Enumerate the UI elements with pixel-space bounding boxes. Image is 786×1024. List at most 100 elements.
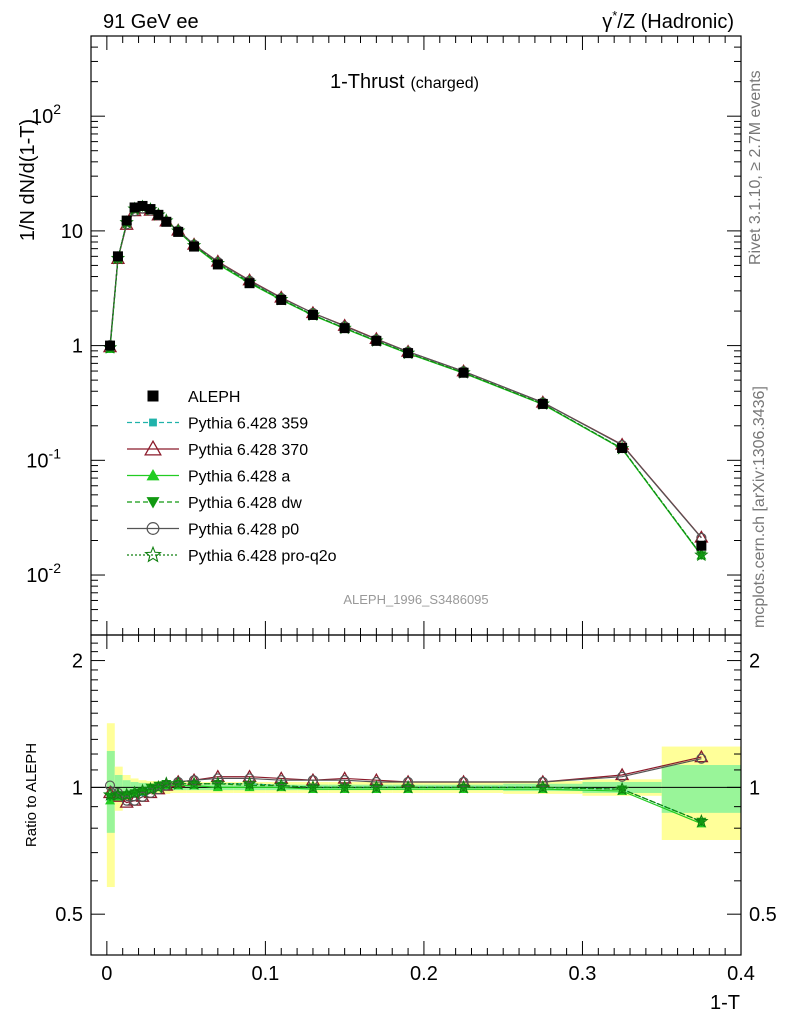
ratio-series-line xyxy=(110,783,702,823)
legend-label: Pythia 6.428 pro-q2o xyxy=(188,548,337,565)
ratio-series-point xyxy=(151,779,166,794)
main-y-tick-label: 1 xyxy=(72,336,83,358)
legend-marker xyxy=(149,418,157,427)
ratio-series-point xyxy=(337,771,352,784)
process-label: γ*/Z (Hadronic) xyxy=(602,8,734,33)
mcplots-label: mcplots.cern.ch [arXiv:1306.3436] xyxy=(751,386,768,628)
legend-marker xyxy=(146,469,160,481)
x-tick-label: 0.4 xyxy=(727,963,755,985)
main-y-tick-label: 102 xyxy=(31,101,61,128)
data-point xyxy=(137,200,148,211)
ratio-series-point xyxy=(242,769,257,782)
legend-label: Pythia 6.428 p0 xyxy=(188,522,299,539)
data-point xyxy=(537,398,548,409)
ratio-series-point xyxy=(337,779,352,794)
ratio-series-point xyxy=(276,775,287,786)
data-point xyxy=(371,335,382,346)
ratio-series-point xyxy=(369,779,384,794)
legend-marker xyxy=(146,497,160,509)
ratio-series-point xyxy=(305,779,321,794)
x-tick-label: 0.2 xyxy=(410,963,438,985)
ratio-series-point xyxy=(339,775,350,786)
ratio-series-point xyxy=(212,773,223,784)
ratio-y-axis-label: Ratio to ALEPH xyxy=(23,743,40,847)
ratio-series-point xyxy=(186,776,202,790)
main-plot-frame xyxy=(90,35,742,636)
main-series-5 xyxy=(104,203,707,544)
main-y-tick-label: 10-2 xyxy=(26,560,61,587)
main-x-ticks xyxy=(106,36,742,635)
legend-label: Pythia 6.428 dw xyxy=(188,495,302,512)
data-point xyxy=(458,367,469,378)
data-point xyxy=(173,226,184,237)
ratio-series-point xyxy=(171,776,186,790)
data-point xyxy=(145,204,156,215)
ratio-series-point xyxy=(696,753,707,764)
legend-entry: Pythia 6.428 p0 xyxy=(127,522,299,539)
ratio-series-point xyxy=(188,775,200,786)
ratio-y-tick-label-right: 0.5 xyxy=(749,904,777,926)
data-point xyxy=(121,215,132,226)
legend-marker xyxy=(147,390,159,402)
ratio-series-point xyxy=(614,781,630,796)
legend: ALEPH Pythia 6.428 359 Pythia 6.428 370 Pyt… xyxy=(127,389,337,565)
plot-title: 1-Thrust (charged) xyxy=(330,71,479,93)
ratio-series-point xyxy=(458,776,469,788)
legend-label: Pythia 6.428 359 xyxy=(188,416,308,433)
ratio-series-point xyxy=(242,776,257,790)
ratio-series-point xyxy=(400,779,416,794)
ratio-series-point xyxy=(614,767,630,781)
ratio-series-point xyxy=(694,813,709,828)
x-tick-label: 0 xyxy=(101,963,112,985)
ratio-series-point xyxy=(616,771,628,782)
ratio-y-tick-label-right: 1 xyxy=(749,777,760,799)
data-point xyxy=(112,251,123,262)
main-y-axis: 10-2 10-1 1 10 102 xyxy=(26,35,741,636)
stat-uncertainty-band xyxy=(661,765,741,813)
main-plot: 10-2 10-1 1 10 102 1-Thrust (charged) 1/N dN/… xyxy=(17,35,742,636)
analysis-tag: ALEPH_1996_S3486095 xyxy=(343,592,488,607)
legend-entry: Pythia 6.428 370 xyxy=(127,439,308,459)
energy-label: 91 GeV ee xyxy=(103,11,199,33)
main-series-line xyxy=(109,207,702,538)
rivet-version-label: Rivet 3.1.10, ≥ 2.7M events xyxy=(747,70,764,265)
ratio-series-point xyxy=(210,776,225,790)
ratio-series-point xyxy=(244,773,255,784)
legend-marker xyxy=(146,522,160,535)
ratio-series-point xyxy=(159,776,174,790)
data-point xyxy=(189,241,200,252)
data-point xyxy=(244,278,255,289)
x-tick-label: 0.3 xyxy=(569,963,597,985)
legend-marker xyxy=(144,545,162,563)
legend-label: Pythia 6.428 a xyxy=(188,469,290,486)
ratio-y-axis: 0.5 0.5 1 1 2 2 xyxy=(55,642,777,926)
data-point xyxy=(212,259,223,270)
main-series-point xyxy=(694,547,709,562)
main-series-2 xyxy=(102,201,709,543)
data-point xyxy=(129,202,140,213)
ratio-y-tick-label-right: 2 xyxy=(749,651,760,673)
ratio-y-tick-label: 0.5 xyxy=(55,904,83,926)
data-point xyxy=(105,340,116,351)
legend-entry: Pythia 6.428 a xyxy=(127,469,290,486)
main-series-line xyxy=(109,207,702,539)
ratio-plot: 0.5 0.51 12 2 0 0.1 0.2 0.3 0.4 Ratio to ALEPH … xyxy=(23,634,777,1014)
x-axis: 0 0.1 0.2 0.3 0.4 xyxy=(101,635,755,985)
legend-entry: ALEPH xyxy=(147,389,240,406)
ratio-y-tick-label: 1 xyxy=(72,777,83,799)
data-point xyxy=(307,309,318,320)
main-y-tick-label: 10 xyxy=(61,221,83,243)
ratio-plot-content xyxy=(91,749,741,828)
ratio-series-point xyxy=(307,775,319,786)
data-point xyxy=(617,443,628,454)
ratio-uncertainty-bands xyxy=(106,723,741,888)
ratio-series-point xyxy=(274,778,289,792)
ratio-y-tick-label: 2 xyxy=(72,651,83,673)
data-point xyxy=(696,540,707,551)
legend-entry: Pythia 6.428 dw xyxy=(127,495,302,512)
x-tick-label: 0.1 xyxy=(251,963,279,985)
ratio-series-point xyxy=(537,776,548,788)
data-point xyxy=(161,216,172,227)
legend-entry: Pythia 6.428 pro-q2o xyxy=(127,545,337,565)
